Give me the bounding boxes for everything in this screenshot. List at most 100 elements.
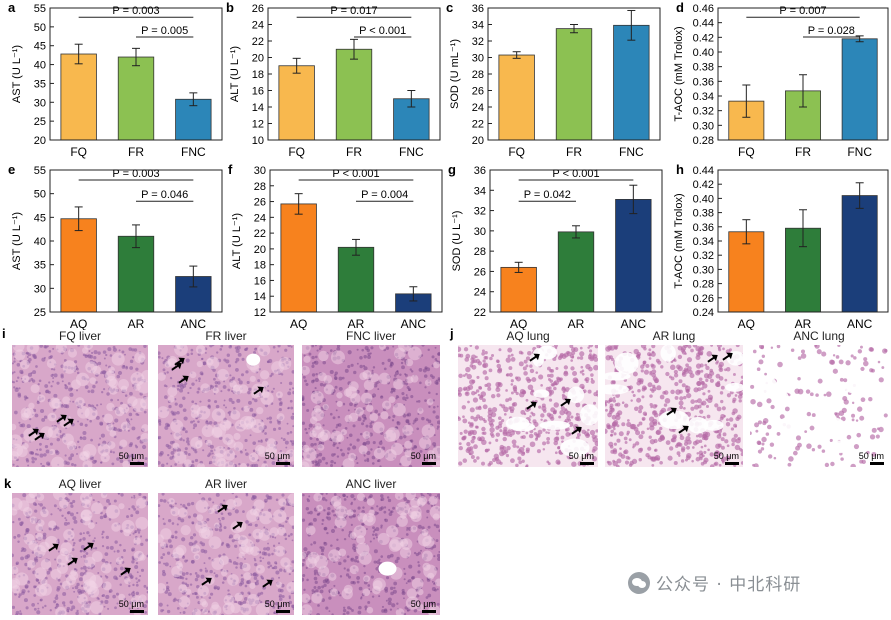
alveolar-wall — [773, 456, 777, 460]
tissue-texture — [12, 493, 148, 615]
cytoplasm — [189, 371, 197, 379]
alveolar-wall — [726, 367, 731, 372]
nucleus — [79, 532, 83, 536]
nucleus — [59, 582, 63, 586]
panel-label: k — [4, 476, 12, 491]
nucleus — [48, 567, 52, 572]
nucleus — [255, 581, 259, 586]
alveolar-wall — [563, 365, 568, 370]
nucleus — [112, 347, 117, 352]
alveolar-wall — [790, 348, 795, 353]
y-tick-label: 14 — [254, 291, 266, 303]
alveolar-wall — [792, 450, 798, 456]
nucleus — [69, 392, 74, 397]
alveolus — [533, 389, 550, 398]
alveolar-wall — [488, 460, 493, 466]
nucleus — [434, 588, 437, 592]
alveolar-wall — [571, 355, 575, 359]
cytoplasm — [33, 544, 46, 558]
alveolar-wall — [510, 458, 515, 464]
cytoplasm — [399, 547, 411, 559]
alveolar-wall — [647, 352, 652, 357]
nucleus — [426, 493, 430, 495]
nucleus — [354, 559, 358, 563]
nucleus — [413, 551, 417, 555]
panel-label: f — [228, 162, 233, 177]
cytoplasm — [175, 345, 184, 350]
nucleus — [253, 576, 258, 580]
nucleus — [130, 514, 134, 518]
nucleus — [367, 355, 371, 359]
y-tick-label: 0.40 — [693, 193, 714, 205]
nucleus — [218, 528, 223, 532]
nucleus — [189, 583, 193, 586]
alveolar-wall — [843, 378, 848, 383]
alveolar-wall — [868, 396, 873, 402]
cytoplasm — [62, 396, 71, 405]
nucleus — [325, 606, 329, 610]
alveolar-wall — [730, 427, 735, 431]
alveolar-wall — [695, 434, 699, 438]
alveolar-wall — [700, 387, 704, 391]
nucleus — [251, 496, 255, 501]
y-tick-label: 18 — [254, 260, 266, 272]
nucleus — [196, 584, 200, 589]
nucleus — [117, 428, 121, 432]
nucleus — [113, 567, 118, 572]
nucleus — [103, 506, 107, 510]
nucleus — [420, 549, 423, 552]
nucleus — [33, 607, 37, 611]
nucleus — [113, 575, 118, 580]
alveolar-wall — [760, 345, 765, 350]
nucleus — [33, 356, 37, 360]
alveolar-wall — [463, 347, 469, 352]
nucleus — [359, 432, 363, 436]
nucleus — [334, 385, 338, 389]
nucleus — [143, 462, 148, 467]
alveolar-wall — [698, 439, 703, 443]
alveolar-wall — [495, 387, 501, 393]
y-tick-label: 16 — [254, 275, 266, 287]
nucleus — [109, 545, 114, 550]
nucleus — [389, 586, 394, 591]
nucleus — [182, 439, 185, 442]
nucleus — [311, 379, 315, 384]
alveolar-wall — [574, 380, 577, 384]
nucleus — [27, 590, 30, 593]
nucleus — [102, 350, 107, 354]
alveolar-wall — [731, 442, 735, 447]
cytoplasm — [138, 594, 147, 603]
nucleus — [246, 380, 250, 385]
nucleus — [80, 567, 83, 570]
alveolar-wall — [687, 345, 692, 349]
cytoplasm — [229, 380, 237, 388]
cytoplasm — [46, 358, 57, 369]
nucleus — [161, 357, 164, 360]
nucleus — [290, 345, 293, 348]
cytoplasm — [137, 355, 145, 363]
nucleus — [160, 556, 164, 560]
cytoplasm — [372, 421, 385, 434]
cytoplasm — [20, 359, 30, 370]
alveolar-wall — [558, 415, 562, 419]
nucleus — [12, 521, 15, 524]
alveolar-wall — [484, 351, 488, 355]
cytoplasm — [421, 550, 433, 562]
nucleus — [370, 346, 374, 350]
panel-label: d — [676, 0, 684, 15]
nucleus — [194, 540, 198, 544]
alveolar-wall — [510, 357, 516, 362]
scale-bar-label: 50 μm — [264, 599, 290, 609]
nucleus — [356, 438, 360, 442]
alveolar-wall — [641, 395, 645, 399]
y-tick-label: 0.42 — [693, 179, 714, 191]
nucleus — [169, 456, 173, 460]
nucleus — [63, 604, 66, 607]
y-tick-label: 12 — [252, 119, 264, 131]
nucleus — [269, 420, 273, 424]
nucleus — [392, 589, 397, 594]
nucleus — [86, 531, 90, 535]
x-tick-label: ANC — [401, 317, 427, 330]
nucleus — [50, 374, 54, 378]
nucleus — [370, 506, 374, 510]
